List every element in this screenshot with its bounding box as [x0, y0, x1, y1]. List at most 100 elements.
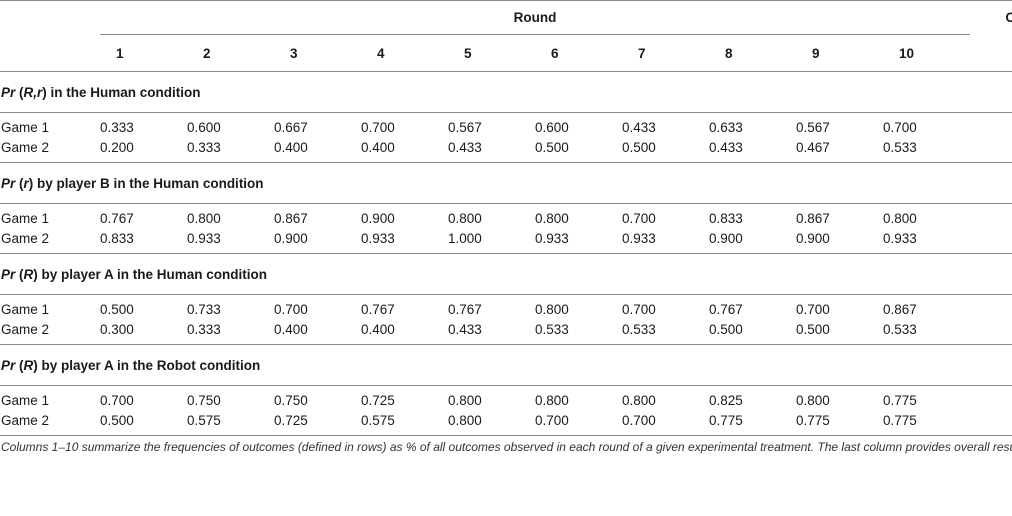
header-empty-cell [0, 0, 100, 35]
table-row: Game 2 0.200 0.333 0.400 0.400 0.433 0.500 0.50… [0, 136, 1012, 163]
table-cell: 0.775 [883, 393, 917, 408]
table-row: Game 1 0.500 0.733 0.700 0.767 0.767 0.800 0.70… [0, 295, 1012, 319]
table-cell: 0.500 [796, 322, 830, 337]
table-cell: 0.533 [535, 322, 569, 337]
table-cell: 0.833 [709, 211, 743, 226]
row-label: Game 2 [1, 413, 50, 428]
table-cell: 0.200 [100, 140, 134, 155]
table-row: Game 1 0.333 0.600 0.667 0.700 0.567 0.600 0.43… [0, 113, 1012, 137]
table-cell: 0.333 [187, 322, 221, 337]
table-footnote: Columns 1–10 summarize the frequencies o… [0, 435, 1012, 455]
table-cell: 0.433 [448, 322, 482, 337]
row-label: Game 1 [1, 211, 50, 226]
section-title: Pr (R) by player A in the Human conditio… [0, 253, 1012, 295]
table-cell: 0.800 [535, 302, 569, 317]
section-title-outcome: R [23, 266, 34, 282]
table-cell: 0.800 [622, 393, 656, 408]
table-cell: 0.700 [535, 413, 569, 428]
table-cell: 0.700 [361, 120, 395, 135]
section-title: Pr (R,r) in the Human condition [0, 71, 1012, 113]
table-cell: 0.933 [187, 231, 221, 246]
table-cell: 0.600 [535, 120, 569, 135]
section-title-pr: Pr [1, 357, 16, 373]
round-number-header: 3 [290, 45, 298, 61]
table-body: Pr (R,r) in the Human condition Game 1 0.3… [0, 71, 1012, 436]
section-title-outcome: R [23, 357, 34, 373]
table-cell: 0.467 [796, 140, 830, 155]
table-cell: 0.825 [709, 393, 743, 408]
section-title-description: by player A in the Human condition [41, 266, 268, 282]
table-cell: 0.433 [709, 140, 743, 155]
table-cell: 0.333 [187, 140, 221, 155]
overall-cell: 0.580 [970, 113, 1012, 137]
table-cell: 0.567 [448, 120, 482, 135]
table-cell: 0.750 [187, 393, 221, 408]
table-row: Game 2 0.500 0.575 0.725 0.575 0.800 0.700 0.70… [0, 409, 1012, 436]
overall-cell: 0.690 [970, 409, 1012, 436]
row-label: Game 1 [1, 302, 50, 317]
header-empty-cell [970, 35, 1012, 72]
overall-cell: 0.420 [970, 136, 1012, 163]
table-cell: 0.500 [535, 140, 569, 155]
table-cell: 0.733 [187, 302, 221, 317]
table-cell: 0.500 [622, 140, 656, 155]
section-title-description: by player A in the Robot condition [41, 357, 261, 373]
table-cell: 0.800 [187, 211, 221, 226]
table-cell: 0.775 [796, 413, 830, 428]
section-header-row: Pr (R,r) in the Human condition [0, 71, 1012, 113]
table-cell: 0.767 [361, 302, 395, 317]
section-title-outcome: R,r [23, 84, 43, 100]
round-header: Round [100, 0, 971, 35]
table-cell: 0.767 [709, 302, 743, 317]
table-cell: 0.867 [274, 211, 308, 226]
round-number-header: 9 [812, 45, 820, 61]
results-table: Round Overall 1 2 3 4 5 6 7 8 9 10 Pr (R,r) in th… [0, 0, 1012, 455]
table-cell: 0.667 [274, 120, 308, 135]
table-cell: 0.700 [622, 302, 656, 317]
table-cell: 0.900 [274, 231, 308, 246]
row-label: Game 1 [1, 120, 50, 135]
table-cell: 0.300 [100, 322, 134, 337]
table-cell: 1.000 [448, 231, 482, 246]
row-label: Game 2 [1, 322, 50, 337]
header-row-round: Round Overall [0, 0, 1012, 35]
section-title: Pr (r) by player B in the Human conditio… [0, 162, 1012, 204]
overall-cell: 0.447 [970, 318, 1012, 345]
section-title-description: in the Human condition [50, 84, 201, 100]
section-title-outcome: r [23, 175, 29, 191]
table-cell: 0.700 [796, 302, 830, 317]
section-title-pr: Pr [1, 266, 16, 282]
table-cell: 0.500 [709, 322, 743, 337]
table-cell: 0.725 [274, 413, 308, 428]
table-cell: 0.900 [361, 211, 395, 226]
table-cell: 0.800 [796, 393, 830, 408]
table-cell: 0.933 [361, 231, 395, 246]
table-cell: 0.400 [274, 140, 308, 155]
table-cell: 0.800 [448, 211, 482, 226]
table-cell: 0.433 [622, 120, 656, 135]
section-title-description: by player B in the Human condition [37, 175, 264, 191]
table-cell: 0.633 [709, 120, 743, 135]
table-cell: 0.833 [100, 231, 134, 246]
table-header: Round Overall 1 2 3 4 5 6 7 8 9 10 [0, 0, 1012, 72]
round-number-header: 6 [551, 45, 559, 61]
row-label: Game 2 [1, 231, 50, 246]
table-cell: 0.533 [883, 322, 917, 337]
table-row: Game 1 0.767 0.800 0.867 0.900 0.800 0.800 0.70… [0, 204, 1012, 228]
table-cell: 0.775 [883, 413, 917, 428]
overall-cell: 0.813 [970, 204, 1012, 228]
table-cell: 0.575 [361, 413, 395, 428]
table-cell: 0.800 [883, 211, 917, 226]
header-empty-cell [0, 35, 100, 72]
table-cell: 0.700 [622, 211, 656, 226]
table-cell: 0.333 [100, 120, 134, 135]
header-row-round-numbers: 1 2 3 4 5 6 7 8 9 10 [0, 35, 1012, 72]
table-cell: 0.433 [448, 140, 482, 155]
table-cell: 0.933 [883, 231, 917, 246]
table-cell: 0.800 [535, 393, 569, 408]
table-cell: 0.600 [187, 120, 221, 135]
section-title: Pr (R) by player A in the Robot conditio… [0, 344, 1012, 386]
round-number-header: 7 [638, 45, 646, 61]
table-cell: 0.867 [796, 211, 830, 226]
section-header-row: Pr (r) by player B in the Human conditio… [0, 162, 1012, 204]
